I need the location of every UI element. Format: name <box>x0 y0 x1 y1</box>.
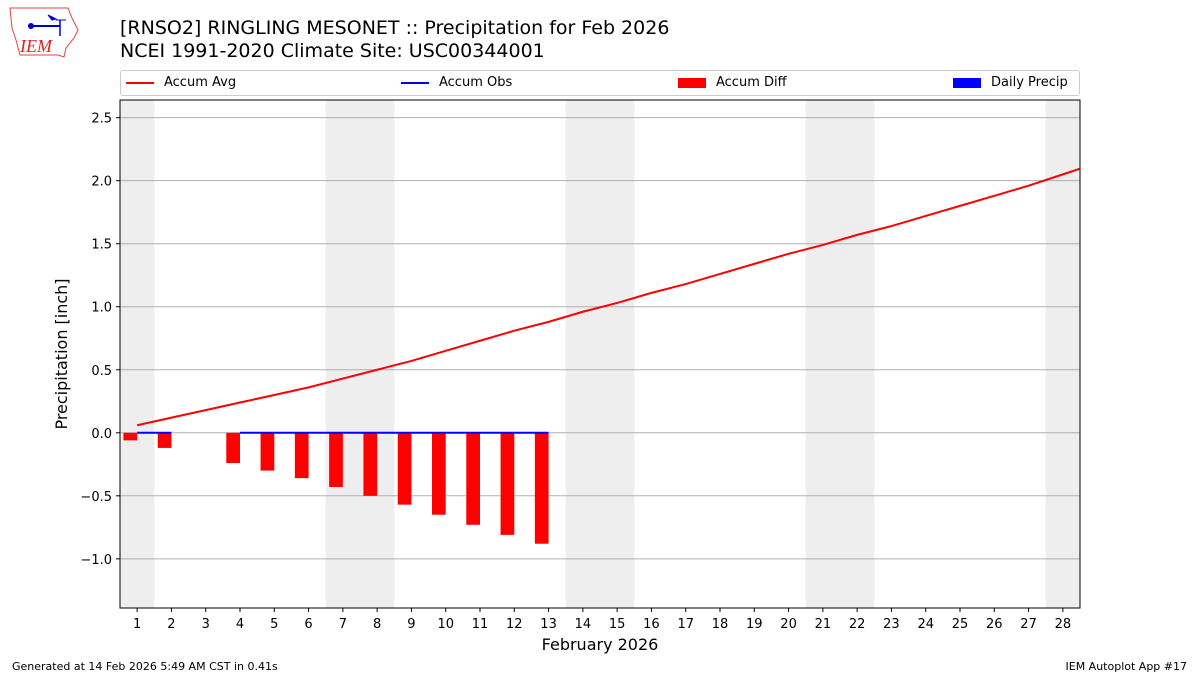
x-tick-label: 19 <box>746 617 763 632</box>
x-axis-label: February 2026 <box>542 635 659 654</box>
weekend-shade <box>1045 100 1080 608</box>
weekend-shade <box>805 100 875 608</box>
y-tick-label: 0.0 <box>91 427 112 442</box>
x-tick-label: 13 <box>540 617 557 632</box>
x-tick-label: 18 <box>712 617 729 632</box>
accum-diff-bar <box>260 432 275 471</box>
legend-accum-diff: Accum Diff <box>678 75 787 90</box>
y-tick-label: 0.5 <box>91 364 112 379</box>
accum-diff-bar <box>123 432 138 441</box>
y-axis-label: Precipitation [inch] <box>52 278 71 429</box>
iem-logo: IEM <box>9 7 79 58</box>
x-tick-label: 7 <box>339 617 347 632</box>
x-tick-label: 2 <box>167 617 175 632</box>
accum-diff-bar <box>363 432 378 496</box>
plot-frame <box>119 99 1081 609</box>
accum-diff-bar <box>534 432 549 544</box>
chart-subtitle: NCEI 1991-2020 Climate Site: USC00344001 <box>120 40 545 62</box>
y-tick-label: 2.5 <box>91 112 112 127</box>
accum-avg-line <box>136 167 1080 427</box>
svg-text:IEM: IEM <box>19 36 53 56</box>
x-tick-label: 16 <box>643 617 660 632</box>
x-tick-label: 6 <box>304 617 312 632</box>
x-tick-label: 3 <box>202 617 210 632</box>
x-tick-label: 24 <box>917 617 934 632</box>
x-tick-label: 27 <box>1020 617 1037 632</box>
x-tick-label: 15 <box>609 617 626 632</box>
x-tick-label: 4 <box>236 617 244 632</box>
x-tick-label: 17 <box>677 617 694 632</box>
y-tick-label: −0.5 <box>80 490 112 505</box>
x-tick-label: 20 <box>780 617 797 632</box>
x-tick-label: 21 <box>815 617 832 632</box>
x-tick-label: 1 <box>133 617 141 632</box>
x-tick-label: 5 <box>270 617 278 632</box>
accum-diff-bar <box>397 432 412 505</box>
x-tick-label: 28 <box>1055 617 1072 632</box>
x-tick-label: 11 <box>472 617 489 632</box>
footer-app: IEM Autoplot App #17 <box>1065 660 1188 673</box>
weekend-shade <box>120 100 155 608</box>
legend: Accum Avg Accum Obs Accum Diff Daily Pre… <box>120 70 1080 96</box>
x-tick-label: 10 <box>437 617 454 632</box>
legend-accum-avg: Accum Avg <box>126 75 236 90</box>
chart-title: [RNSO2] RINGLING MESONET :: Precipitatio… <box>120 17 670 39</box>
x-tick-label: 14 <box>575 617 592 632</box>
y-tick-label: −1.0 <box>80 553 112 568</box>
legend-daily-precip: Daily Precip <box>953 75 1068 90</box>
accum-diff-bar <box>226 432 240 464</box>
x-tick-label: 12 <box>506 617 523 632</box>
accum-diff-bar <box>294 432 309 479</box>
y-tick-label: 2.0 <box>91 175 112 190</box>
x-tick-label: 8 <box>373 617 381 632</box>
x-tick-label: 22 <box>849 617 866 632</box>
y-tick-label: 1.0 <box>91 301 112 316</box>
accum-diff-bar <box>432 432 446 515</box>
accum-diff-bar <box>157 432 172 448</box>
weekend-shade <box>325 100 395 608</box>
footer-generated: Generated at 14 Feb 2026 5:49 AM CST in … <box>12 660 278 673</box>
weekend-shade <box>565 100 635 608</box>
accum-diff-bar <box>500 432 515 535</box>
x-tick-label: 26 <box>986 617 1003 632</box>
x-tick-label: 9 <box>407 617 415 632</box>
x-tick-label: 25 <box>952 617 969 632</box>
y-tick-label: 1.5 <box>91 238 112 253</box>
legend-accum-obs: Accum Obs <box>401 75 512 90</box>
x-tick-label: 23 <box>883 617 900 632</box>
accum-diff-bar <box>329 432 343 487</box>
accum-diff-bar <box>466 432 480 525</box>
